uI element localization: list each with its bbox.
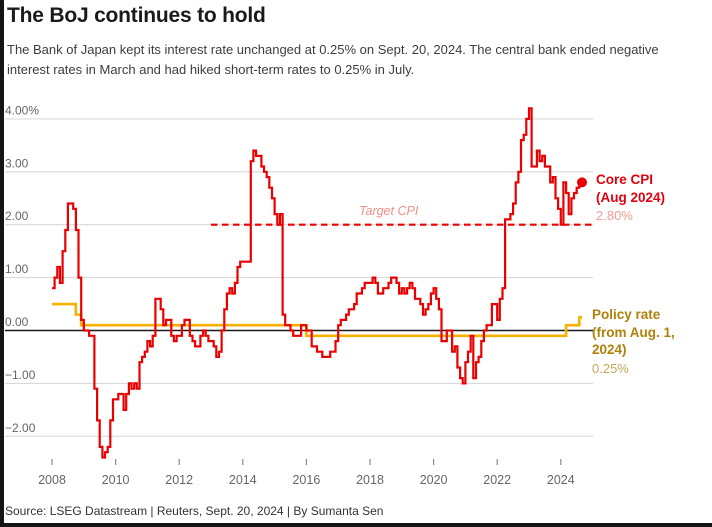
core-cpi-label-line1: Core CPI — [596, 172, 654, 187]
x-tick-label: 2022 — [483, 473, 511, 487]
y-tick-label: 3.00 — [5, 156, 29, 170]
x-tick-label: 2018 — [356, 473, 384, 487]
core-cpi-endpoint-dot — [577, 177, 587, 188]
y-tick-label: 0.00 — [5, 315, 29, 329]
window-edge-bottom — [0, 523, 712, 527]
core-cpi-line — [52, 107, 582, 459]
target-cpi-label: Target CPI — [359, 204, 419, 218]
x-tick-label: 2010 — [102, 473, 130, 487]
x-tick-label: 2008 — [38, 473, 66, 487]
y-tick-label: −1.00 — [5, 368, 36, 382]
policy-rate-annotation: Policy rate (from Aug. 1, 2024) 0.25% — [592, 306, 712, 377]
chart-title: The BoJ continues to hold — [7, 4, 266, 27]
x-tick-label: 2024 — [547, 473, 575, 487]
policy-rate-label-line2: (from Aug. 1, 2024) — [592, 324, 675, 358]
y-tick-label: 1.00 — [5, 262, 29, 276]
policy-rate-label-line1: Policy rate — [592, 307, 661, 322]
y-tick-label: −2.00 — [5, 421, 36, 435]
core-cpi-label-line2: (Aug 2024) — [596, 189, 666, 205]
core-cpi-value: 2.80% — [596, 208, 633, 223]
policy-rate-value: 0.25% — [592, 360, 629, 376]
chart-subtitle: The Bank of Japan kept its interest rate… — [7, 42, 659, 77]
x-tick-label: 2016 — [292, 473, 320, 487]
y-tick-label: 4.00% — [5, 103, 39, 117]
source-line: Source: LSEG Datastream | Reuters, Sept.… — [5, 504, 384, 518]
window-edge-left — [0, 0, 4, 527]
x-tick-label: 2012 — [165, 473, 193, 487]
core-cpi-annotation: Core CPI (Aug 2024) 2.80% — [596, 171, 665, 225]
y-tick-label: 2.00 — [5, 209, 29, 223]
x-tick-label: 2020 — [420, 473, 448, 487]
x-tick-label: 2014 — [229, 473, 257, 487]
